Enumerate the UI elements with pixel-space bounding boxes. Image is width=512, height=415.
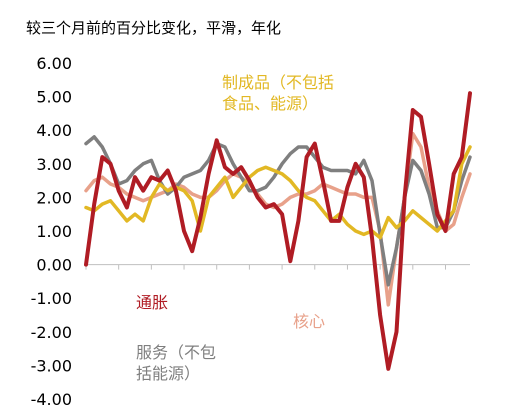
y-tick-label: 1.00 bbox=[36, 222, 72, 241]
series-label-services-line2: 括能源） bbox=[136, 364, 200, 383]
series-label-inflation: 通胀 bbox=[136, 293, 168, 312]
y-tick-label: 2.00 bbox=[36, 188, 72, 207]
series-line-manufactured bbox=[84, 145, 472, 240]
series-line-inflation bbox=[84, 91, 472, 371]
axes bbox=[85, 264, 470, 270]
y-tick-label: 5.00 bbox=[36, 88, 72, 107]
y-tick-label: 6.00 bbox=[36, 54, 72, 73]
chart-subtitle: 较三个月前的百分比变化，平滑，年化 bbox=[26, 19, 281, 37]
y-tick-label: 3.00 bbox=[36, 155, 72, 174]
y-tick-label: -1.00 bbox=[31, 289, 72, 308]
y-tick-label: -4.00 bbox=[31, 390, 72, 409]
series-label-manufactured-line1: 制成品（不包括 bbox=[222, 73, 334, 92]
y-axis-ticks: 6.00 5.00 4.00 3.00 2.00 1.00 0.00 -1.00 -2.00 -3… bbox=[31, 54, 72, 409]
y-tick-label: 4.00 bbox=[36, 121, 72, 140]
series-label-services-line1: 服务（不包 bbox=[136, 343, 216, 362]
y-tick-label: -3.00 bbox=[31, 356, 72, 375]
y-tick-label: -2.00 bbox=[31, 323, 72, 342]
y-tick-label: 0.00 bbox=[36, 256, 72, 275]
series-label-manufactured-line2: 食品、能源） bbox=[222, 94, 318, 113]
series-label-core: 核心 bbox=[293, 312, 325, 331]
series-lines bbox=[84, 91, 472, 371]
